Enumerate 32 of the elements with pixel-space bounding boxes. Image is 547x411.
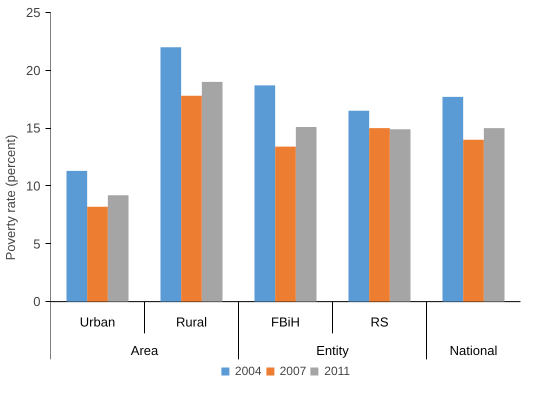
y-tick-label: 20 [26, 62, 41, 78]
bar [202, 82, 223, 302]
bar [296, 126, 317, 302]
y-tick-label: 15 [26, 120, 41, 136]
y-tick-label: 0 [33, 294, 41, 310]
bar [66, 170, 88, 302]
bar [108, 195, 129, 302]
text: National [450, 343, 498, 358]
bar [369, 128, 390, 302]
x-tick-label: FBiH [271, 314, 300, 330]
legend-label: 2011 [324, 364, 350, 378]
bar [484, 128, 505, 302]
text: Entity [316, 343, 350, 358]
x-tick-label: RS [370, 314, 389, 330]
bar [254, 85, 276, 302]
y-tick-label: 5 [33, 236, 41, 252]
legend-label: 2004 [234, 364, 262, 378]
bar [442, 96, 464, 302]
bar [87, 206, 108, 302]
bar [348, 110, 370, 302]
y-tick-label: 10 [26, 178, 41, 194]
bar [463, 140, 484, 302]
y-axis-title: Poverty rate (percent) [3, 134, 18, 260]
bar [390, 129, 411, 302]
x-tick-label: Urban [80, 314, 116, 330]
text: Area [130, 343, 159, 358]
bar [181, 96, 202, 302]
legend-label: 2007 [280, 364, 306, 378]
bar [160, 47, 182, 302]
y-tick-label: 25 [26, 5, 41, 20]
x-tick-label: Rural [176, 314, 208, 330]
bar [275, 146, 296, 302]
